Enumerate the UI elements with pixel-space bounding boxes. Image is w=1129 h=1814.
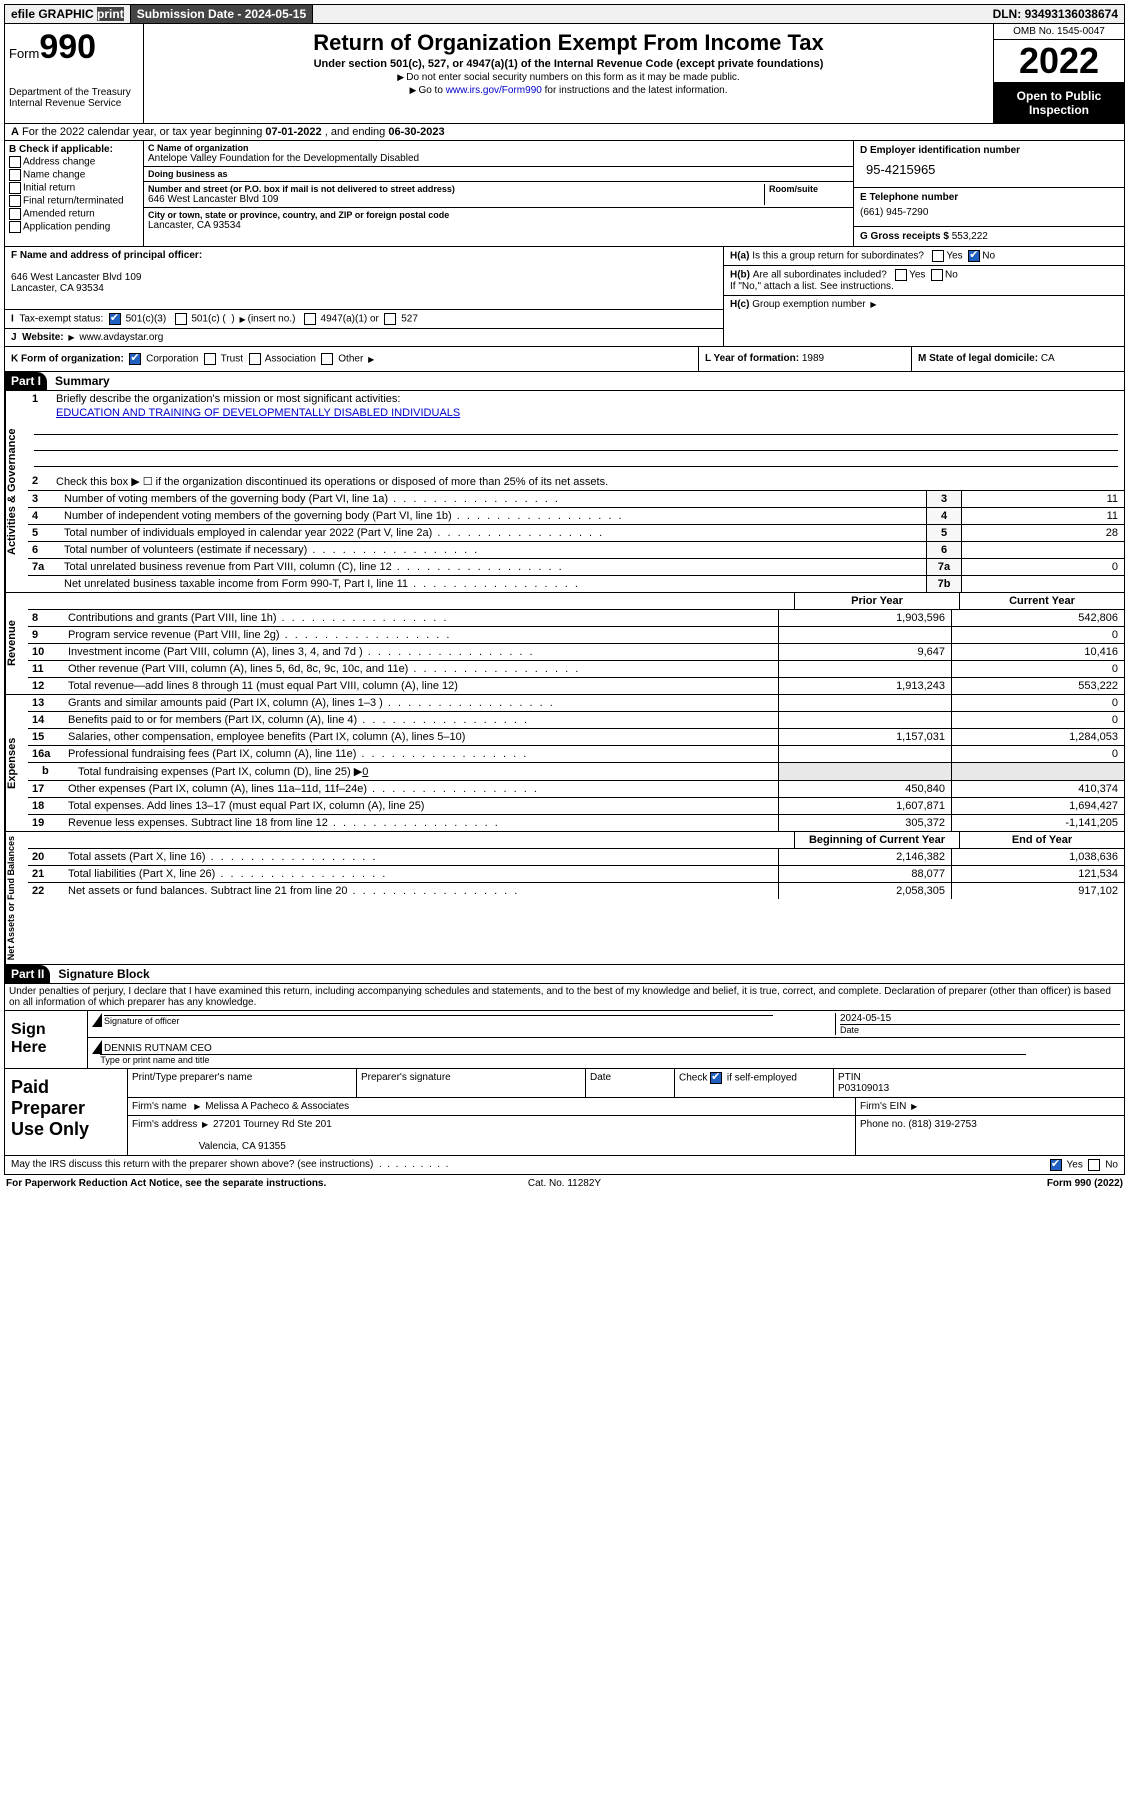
- officer-addr2: Lancaster, CA 93534: [11, 283, 104, 294]
- cb-501c[interactable]: [175, 313, 187, 325]
- gross-value: 553,222: [952, 231, 988, 242]
- section-activities: Activities & Governance 1Briefly describ…: [4, 391, 1125, 593]
- cb-self-employed[interactable]: [710, 1072, 722, 1084]
- ptin-value: P03109013: [838, 1083, 889, 1094]
- part1-header: Part ISummary: [4, 372, 1125, 391]
- omb-number: OMB No. 1545-0047: [994, 24, 1124, 40]
- cb-527[interactable]: [384, 313, 396, 325]
- top-bar: efile GRAPHIC print Submission Date - 20…: [4, 4, 1125, 24]
- officer-addr1: 646 West Lancaster Blvd 109: [11, 272, 141, 283]
- section-net-assets: Net Assets or Fund Balances Beginning of…: [4, 832, 1125, 965]
- form-subtitle: Under section 501(c), 527, or 4947(a)(1)…: [314, 58, 824, 70]
- cb-ha-yes[interactable]: [932, 250, 944, 262]
- cb-other[interactable]: [321, 353, 333, 365]
- dba-label: Doing business as: [148, 169, 849, 179]
- officer-name: DENNIS RUTNAM CEO: [104, 1043, 212, 1054]
- cb-discuss-no[interactable]: [1088, 1159, 1100, 1171]
- org-name: Antelope Valley Foundation for the Devel…: [148, 153, 849, 164]
- discuss-row: May the IRS discuss this return with the…: [4, 1156, 1125, 1175]
- city-label: City or town, state or province, country…: [148, 210, 849, 220]
- cb-trust[interactable]: [204, 353, 216, 365]
- note-ssn: Do not enter social security numbers on …: [148, 72, 989, 83]
- cb-corp[interactable]: [129, 353, 141, 365]
- ein-value: 95-4215965: [860, 156, 1118, 183]
- klm-row: K Form of organization: Corporation Trus…: [4, 347, 1125, 372]
- cb-501c3[interactable]: [109, 313, 121, 325]
- tel-label: E Telephone number: [860, 192, 958, 203]
- tax-year: 2022: [994, 40, 1124, 83]
- paid-preparer: Paid Preparer Use Only Print/Type prepar…: [4, 1069, 1125, 1156]
- header-left: Form990 Department of the Treasury Inter…: [5, 24, 144, 123]
- sign-date: 2024-05-15: [840, 1013, 891, 1024]
- efile-label: efile GRAPHIC print: [5, 5, 131, 23]
- note-link: Go to www.irs.gov/Form990 for instructio…: [148, 85, 989, 96]
- open-to-public: Open to Public Inspection: [994, 83, 1124, 123]
- cb-address-change[interactable]: [9, 156, 21, 168]
- gross-label: G Gross receipts $: [860, 231, 952, 242]
- col-de: D Employer identification number 95-4215…: [854, 141, 1124, 246]
- header-mid: Return of Organization Exempt From Incom…: [144, 24, 993, 123]
- col-c: C Name of organization Antelope Valley F…: [144, 141, 854, 246]
- row-a: A For the 2022 calendar year, or tax yea…: [4, 124, 1125, 141]
- vtab-net-assets: Net Assets or Fund Balances: [5, 832, 28, 964]
- section-expenses: Expenses 13Grants and similar amounts pa…: [4, 695, 1125, 832]
- section-revenue: Revenue Prior YearCurrent Year 8Contribu…: [4, 593, 1125, 695]
- officer-label: F Name and address of principal officer:: [11, 250, 202, 261]
- sig-officer-label: Signature of officer: [104, 1015, 773, 1026]
- cb-hb-yes[interactable]: [895, 269, 907, 281]
- city-value: Lancaster, CA 93534: [148, 220, 849, 231]
- dept-irs: Internal Revenue Service: [9, 98, 139, 109]
- room-label: Room/suite: [769, 184, 849, 194]
- irs-link[interactable]: www.irs.gov/Form990: [446, 85, 542, 96]
- firm-phone: (818) 319-2753: [908, 1119, 976, 1130]
- submission-date: Submission Date - 2024-05-15: [131, 5, 313, 23]
- part2-header: Part IISignature Block: [4, 965, 1125, 984]
- vtab-expenses: Expenses: [5, 695, 28, 831]
- addr-label: Number and street (or P.O. box if mail i…: [148, 184, 760, 194]
- cb-ha-no[interactable]: [968, 250, 980, 262]
- header-right: OMB No. 1545-0047 2022 Open to Public In…: [993, 24, 1124, 123]
- page-footer: For Paperwork Reduction Act Notice, see …: [4, 1175, 1125, 1192]
- pen-icon: [92, 1013, 102, 1027]
- org-name-label: C Name of organization: [148, 143, 849, 153]
- cb-discuss-yes[interactable]: [1050, 1159, 1062, 1171]
- cb-amended[interactable]: [9, 208, 21, 220]
- entity-grid: B Check if applicable: Address change Na…: [4, 141, 1125, 247]
- cb-hb-no[interactable]: [931, 269, 943, 281]
- cb-assoc[interactable]: [249, 353, 261, 365]
- cb-final-return[interactable]: [9, 195, 21, 207]
- dln: DLN: 93493136038674: [987, 5, 1124, 23]
- form-header: Form990 Department of the Treasury Inter…: [4, 24, 1125, 124]
- tel-value: (661) 945-7290: [860, 203, 1118, 222]
- firm-name: Melissa A Pacheco & Associates: [205, 1101, 349, 1112]
- paid-preparer-label: Paid Preparer Use Only: [5, 1069, 128, 1155]
- cb-4947[interactable]: [304, 313, 316, 325]
- mission-text: EDUCATION AND TRAINING OF DEVELOPMENTALL…: [56, 407, 460, 419]
- lower-grid: F Name and address of principal officer:…: [4, 247, 1125, 347]
- firm-addr: 27201 Tourney Rd Ste 201: [213, 1119, 332, 1130]
- col-b: B Check if applicable: Address change Na…: [5, 141, 144, 246]
- pen-icon: [92, 1040, 102, 1054]
- street-address: 646 West Lancaster Blvd 109: [148, 194, 760, 205]
- vtab-revenue: Revenue: [5, 593, 28, 694]
- cb-app-pending[interactable]: [9, 221, 21, 233]
- cb-name-change[interactable]: [9, 169, 21, 181]
- sign-here: Sign Here Signature of officer 2024-05-1…: [4, 1011, 1125, 1069]
- form-title: Return of Organization Exempt From Incom…: [148, 30, 989, 56]
- penalties-text: Under penalties of perjury, I declare th…: [4, 984, 1125, 1011]
- ein-label: D Employer identification number: [860, 145, 1020, 156]
- vtab-activities: Activities & Governance: [5, 391, 28, 592]
- sign-here-label: Sign Here: [5, 1011, 88, 1068]
- cb-initial-return[interactable]: [9, 182, 21, 194]
- website-link[interactable]: www.avdaystar.org: [79, 332, 163, 343]
- print-button[interactable]: print: [97, 7, 124, 21]
- dept-treasury: Department of the Treasury: [9, 87, 139, 98]
